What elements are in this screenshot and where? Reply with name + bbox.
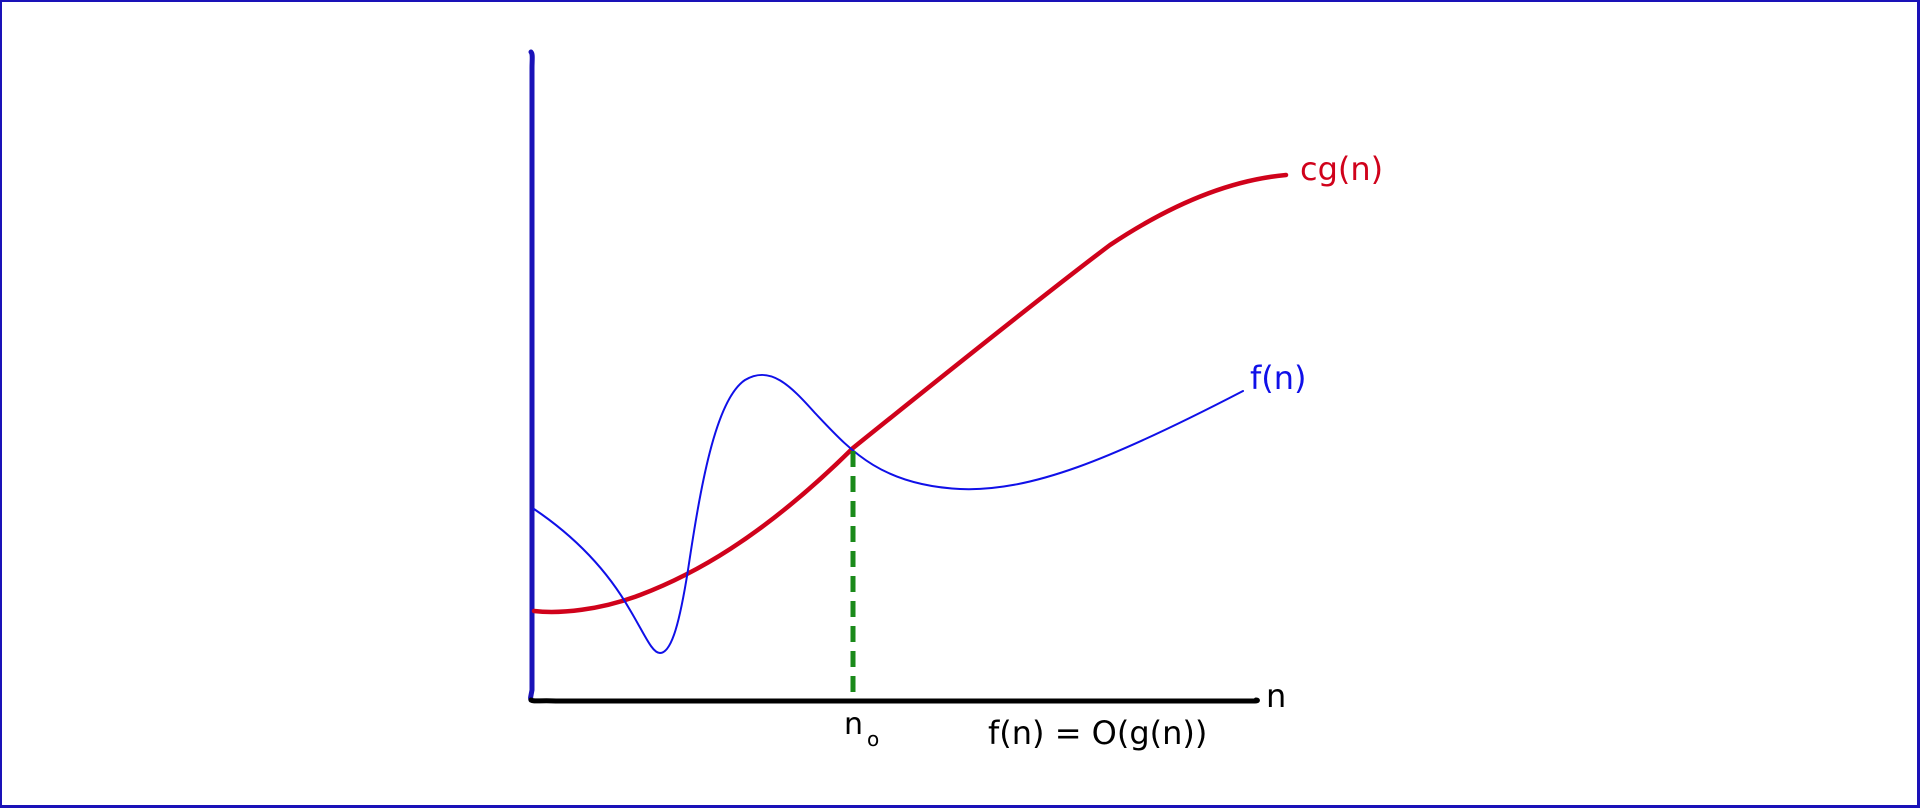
cg-n-curve	[531, 172, 1289, 615]
y-axis	[528, 49, 535, 703]
f-n-curve	[533, 373, 1244, 655]
cg-n-label: cg(n)	[1300, 150, 1383, 188]
threshold-label: n	[844, 707, 863, 742]
equation-label: f(n) = O(g(n))	[988, 714, 1207, 752]
threshold-subscript: o	[867, 727, 879, 751]
x-axis-label: n	[1266, 677, 1286, 715]
x-axis	[528, 697, 1260, 704]
f-n-label: f(n)	[1250, 359, 1307, 397]
